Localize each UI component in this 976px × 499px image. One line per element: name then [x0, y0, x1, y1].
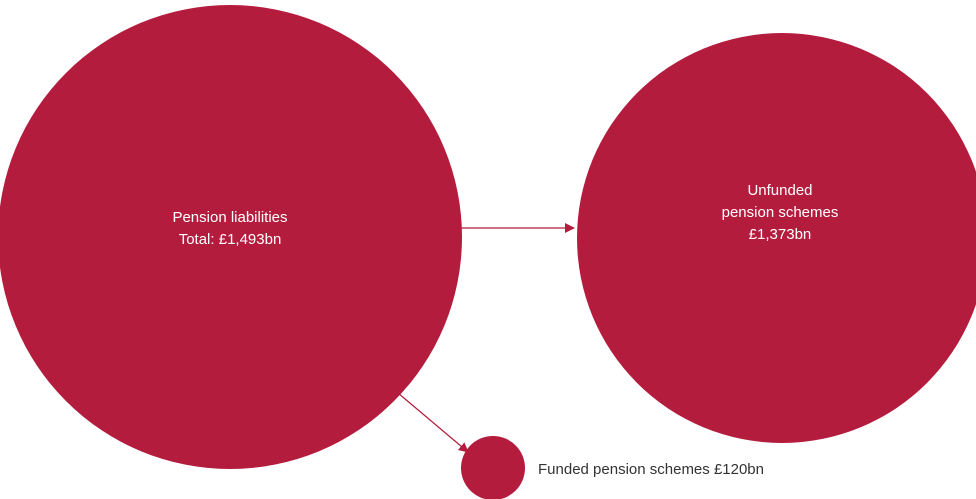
node-label: Pension liabilities: [172, 209, 287, 226]
unfunded-circle: [577, 33, 976, 443]
funded-circle: [461, 436, 525, 499]
arrow: [397, 392, 469, 453]
node-label: Funded pension schemes £120bn: [538, 461, 764, 478]
node-label: Unfunded: [747, 182, 812, 199]
node-label: £1,373bn: [749, 226, 812, 243]
total-circle: [0, 5, 462, 469]
node-label: pension schemes: [722, 204, 839, 221]
node-label: Total: £1,493bn: [179, 231, 282, 248]
